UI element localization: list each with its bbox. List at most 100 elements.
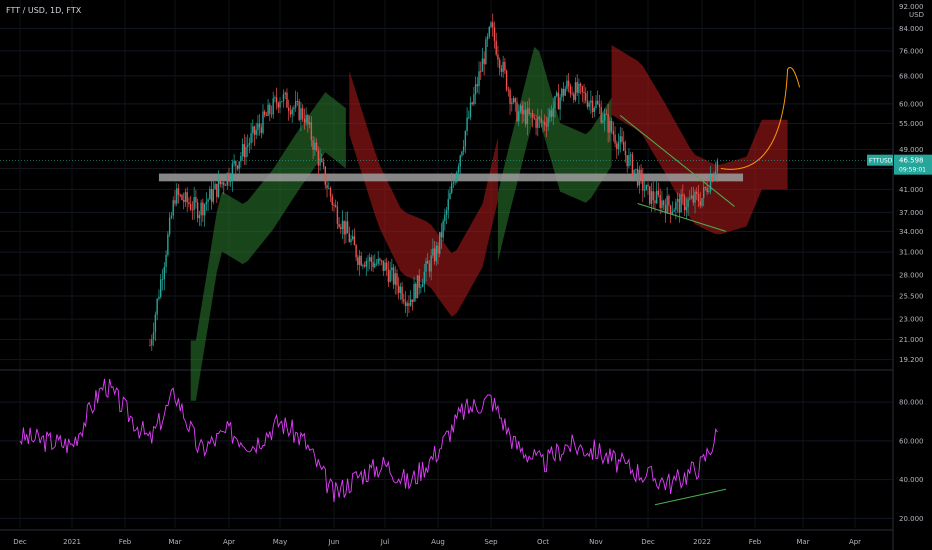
candle-body (226, 173, 228, 186)
candle-body (692, 195, 694, 203)
candle-body (409, 299, 412, 306)
price-tick-label: 23.000 (899, 316, 924, 324)
candle-body (203, 204, 206, 216)
candle-body (478, 71, 480, 87)
candle-body (358, 255, 361, 265)
candle-body (416, 275, 419, 299)
candle-body (404, 301, 407, 306)
candle-body (288, 107, 290, 111)
time-tick-label: Apr (849, 538, 861, 546)
candle-body (585, 92, 587, 101)
candle-body (566, 80, 568, 89)
candle-body (597, 100, 599, 104)
candle-body (151, 339, 153, 346)
candle-body (437, 245, 439, 254)
candle-body (328, 188, 330, 189)
candle-body (350, 239, 352, 243)
candle-body (267, 104, 269, 116)
candle-body (511, 102, 513, 104)
candle-body (408, 303, 410, 306)
cloud-bear (349, 70, 498, 317)
candle-body (521, 105, 523, 115)
candle-body (348, 233, 350, 243)
candle-body (168, 217, 171, 235)
candle-body (530, 113, 532, 114)
time-tick-label: Dec (13, 538, 27, 546)
candle-body (480, 71, 482, 73)
candle-body (188, 202, 190, 205)
candle-body (654, 200, 656, 204)
candle-body (427, 261, 429, 264)
candle-body (542, 122, 544, 123)
candle-body (495, 40, 497, 55)
candle-body (294, 101, 297, 108)
candles[interactable] (149, 13, 719, 351)
candle-body (540, 118, 542, 123)
trendlines (619, 115, 735, 506)
candle-body (557, 92, 560, 110)
candle-body (516, 102, 518, 122)
candle-body (346, 221, 349, 234)
candle-body (440, 232, 443, 238)
candle-body (341, 220, 344, 230)
price-tick-label: 19.200 (899, 356, 924, 364)
candle-body (315, 142, 318, 151)
candle-body (605, 113, 608, 115)
candle-body (578, 83, 580, 93)
rsi-pane (19, 378, 718, 503)
candle-body (264, 111, 266, 116)
price-tick-label: 68.000 (899, 72, 924, 80)
candle-body (163, 267, 165, 280)
candle-body (492, 22, 494, 28)
candle-body (690, 195, 693, 199)
candle-body (360, 255, 362, 266)
candle-body (676, 198, 679, 202)
candle-body (174, 200, 176, 204)
candle-body (209, 188, 211, 200)
candle-body (647, 184, 649, 187)
candle-body (217, 179, 220, 197)
candle-body (406, 303, 408, 306)
candle-body (603, 113, 606, 121)
candle-body (576, 82, 578, 93)
candle-body (598, 103, 601, 108)
candle-body (643, 190, 646, 191)
candle-body (518, 111, 520, 122)
candle-body (645, 184, 647, 191)
candle-body (649, 186, 651, 204)
price-tick-label: 34.000 (899, 228, 924, 236)
candle-body (711, 176, 713, 182)
candle-body (607, 113, 609, 133)
time-tick-label: Feb (749, 538, 762, 546)
candle-body (555, 92, 558, 97)
candle-body (433, 248, 436, 262)
current-price-label: 46.598 (899, 157, 924, 165)
candle-body (600, 107, 602, 123)
candle-body (243, 144, 245, 158)
candle-body (392, 267, 395, 285)
candle-body (668, 195, 670, 206)
candle-body (236, 165, 239, 169)
time-tick-label: Feb (119, 538, 132, 546)
candle-body (183, 200, 185, 202)
candle-body (617, 142, 620, 149)
candle-body (176, 188, 178, 204)
candle-body (250, 132, 252, 144)
candle-body (669, 205, 672, 214)
candle-body (571, 93, 573, 95)
candle-body (270, 113, 273, 115)
candle-body (507, 89, 510, 91)
candle-body (709, 176, 712, 192)
candle-body (623, 141, 625, 151)
candle-body (612, 131, 615, 135)
price-tick-label: 28.000 (899, 271, 924, 279)
time-tick-label: Nov (589, 538, 603, 546)
candle-body (205, 201, 208, 205)
candle-body (210, 188, 213, 202)
candle-body (447, 199, 449, 211)
candle-body (533, 117, 536, 119)
candle-body (457, 166, 460, 173)
price-tick-label: 76.000 (899, 47, 924, 55)
candle-body (355, 245, 357, 258)
candle-body (420, 286, 422, 288)
